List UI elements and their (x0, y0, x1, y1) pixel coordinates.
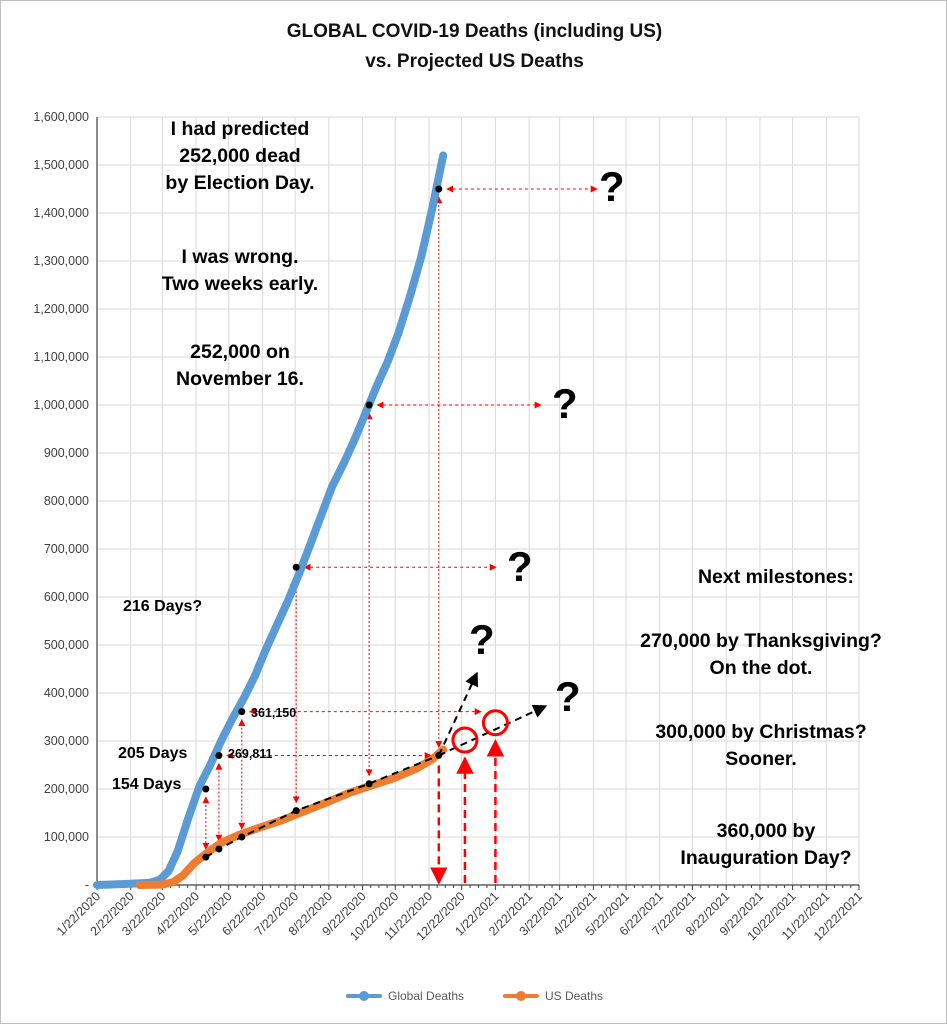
legend-global: Global Deaths (346, 989, 464, 1003)
annotation-on-date-line2: November 16. (176, 368, 304, 390)
x-tick-labels: 1/22/20202/22/20203/22/20204/22/20205/22… (54, 889, 865, 943)
annotation-m1: 270,000 by Thanksgiving? On the dot. (611, 628, 911, 682)
milestone-guides (202, 185, 598, 850)
annotation-m2-line1: 300,000 by Christmas? (655, 721, 867, 743)
global-milestone-point (238, 708, 246, 716)
global-milestone-point (292, 563, 300, 571)
y-tick-label: 1,400,000 (33, 206, 89, 220)
y-tick-label: 400,000 (44, 686, 89, 700)
annotation-on-date: 252,000 on November 16. (151, 339, 329, 393)
global-milestone-point (365, 401, 373, 409)
y-tick-label: 300,000 (44, 734, 89, 748)
annotation-m3-line1: 360,000 by (716, 820, 816, 842)
annotation-m1-line2: On the dot. (709, 657, 813, 679)
y-tick-label: 600,000 (44, 590, 89, 604)
chart-subtitle: vs. Projected US Deaths (365, 51, 584, 72)
annotation-wrong: I was wrong. Two weeks early. (141, 244, 339, 298)
y-tick-label: 500,000 (44, 638, 89, 652)
annotation-predicted-line1: I had predicted (170, 118, 310, 140)
global-deaths-line (93, 151, 448, 889)
us-milestone-point (365, 780, 373, 788)
legend-global-label: Global Deaths (388, 989, 465, 1003)
question-mark-1: ? (599, 163, 625, 210)
y-tick-label: 800,000 (44, 494, 89, 508)
projection-arrow-steep (437, 671, 479, 756)
annotation-wrong-line2: Two weeks early. (161, 273, 319, 295)
projection-circle (481, 709, 509, 737)
y-tick-label: 700,000 (44, 542, 89, 556)
question-mark-4: ? (469, 616, 495, 663)
question-mark-2: ? (552, 380, 578, 427)
us-milestone-point (292, 807, 300, 815)
annotation-m3: 360,000 by Inauguration Day? (651, 818, 881, 872)
us-milestone-point (215, 845, 223, 853)
projection-marks (430, 671, 548, 885)
y-tick-label: 100,000 (44, 830, 89, 844)
y-tick-label: 1,500,000 (33, 158, 89, 172)
projection-arrow-shallow (438, 704, 548, 757)
annotation-m2-line2: Sooner. (725, 748, 797, 770)
y-tick-label: 1,300,000 (33, 254, 89, 268)
question-mark-3: ? (507, 543, 533, 590)
legend-us-dot (516, 991, 526, 1001)
legend-us-swatch (503, 991, 539, 1001)
label-361150: 361,150 (251, 706, 297, 720)
question-mark-5: ? (555, 673, 581, 720)
annotation-m3-line2: Inauguration Day? (680, 847, 852, 869)
annotation-m1-line1: 270,000 by Thanksgiving? (640, 630, 882, 652)
chart-title: GLOBAL COVID-19 Deaths (including US) (286, 21, 663, 42)
annotation-on-date-line1: 252,000 on (190, 341, 290, 363)
global-milestone-point (202, 785, 210, 793)
annotation-predicted-line3: by Election Day. (165, 172, 315, 194)
label-205-days: 205 Days (118, 745, 188, 762)
annotation-wrong-line1: I was wrong. (181, 246, 299, 268)
label-269811: 269,811 (228, 747, 273, 761)
y-tick-label: 1,100,000 (33, 350, 89, 364)
us-milestone-point (202, 853, 210, 861)
y-tick-label: 900,000 (44, 446, 89, 460)
annotation-predicted-line2: 252,000 dead (179, 145, 301, 167)
annotation-next: Next milestones: (697, 566, 855, 588)
y-tick-label: 1,000,000 (33, 398, 89, 412)
y-tick-label: 200,000 (44, 782, 89, 796)
annotation-predicted: I had predicted 252,000 dead by Election… (151, 116, 329, 197)
legend-global-swatch (346, 991, 382, 1001)
projection-circle (451, 726, 479, 754)
global-milestone-point (215, 751, 223, 759)
grid (97, 116, 860, 885)
y-tick-label: - (85, 878, 89, 892)
y-tick-label: 1,200,000 (33, 302, 89, 316)
us-milestone-point (238, 833, 246, 841)
y-tick-labels: - 100,000 200,000 300,000 400,000 500,000 600,… (33, 110, 89, 892)
legend-us: US Deaths (503, 989, 603, 1003)
milestone-points (202, 185, 443, 861)
annotation-m2: 300,000 by Christmas? Sooner. (621, 719, 901, 773)
global-milestone-point (435, 185, 443, 193)
label-154-days: 154 Days (112, 776, 182, 793)
axes (96, 117, 860, 890)
label-216-days: 216 Days? (123, 598, 203, 615)
y-tick-label: 1,600,000 (33, 110, 89, 124)
legend-us-label: US Deaths (545, 989, 604, 1003)
legend-global-dot (359, 991, 369, 1001)
